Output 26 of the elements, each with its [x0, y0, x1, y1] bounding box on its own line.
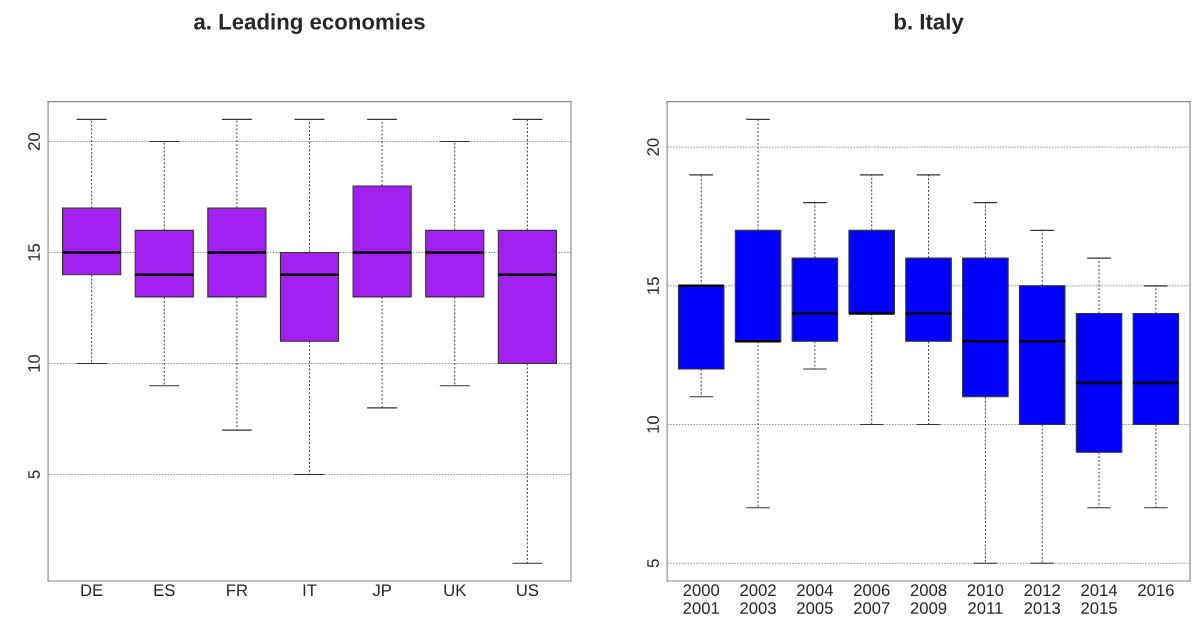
x-tick-label: ES: [154, 584, 175, 597]
y-tick-label: 15: [28, 243, 40, 261]
y-tick-label: 5: [28, 470, 40, 479]
x-tick-label: 2000 2001: [683, 584, 720, 614]
x-tick-label: JP: [372, 584, 391, 597]
chart-title: a. Leading economies: [194, 13, 425, 35]
x-tick-label: DE: [81, 584, 103, 596]
x-tick-label: 2012 2013: [1024, 584, 1061, 614]
y-tick-label: 15: [647, 277, 659, 294]
y-tick-label: 5: [647, 559, 659, 568]
x-tick-label: 2002 2003: [740, 584, 776, 614]
x-tick-label: FR: [227, 584, 248, 596]
x-tick-label: IT: [303, 584, 317, 596]
x-tick-label: 2008 2009: [910, 584, 947, 614]
x-tick-label: 2006 2007: [854, 584, 890, 614]
x-tick-label: 2010 2011: [967, 584, 1004, 614]
x-tick-label: 2004 2005: [797, 584, 833, 614]
y-tick-label: 10: [647, 415, 659, 433]
y-tick-label: 20: [647, 138, 659, 156]
x-tick-label: UK: [444, 584, 467, 597]
y-tick-label: 10: [28, 354, 40, 372]
y-tick-label: 20: [28, 132, 40, 150]
x-tick-label: 2016: [1138, 584, 1174, 597]
chart-title: b. Italy: [894, 13, 964, 34]
x-tick-label: 2014 2015: [1081, 584, 1118, 614]
x-tick-label: US: [517, 584, 539, 597]
